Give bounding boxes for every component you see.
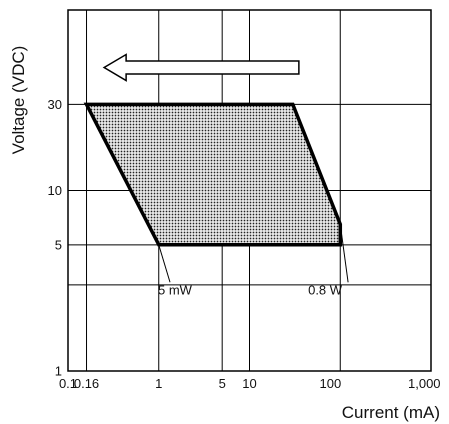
annotation-pointer [158, 244, 171, 283]
x-tick-label: 0.16 [74, 376, 99, 391]
annotation-pointer [339, 224, 349, 283]
tick-labels: 0.10.16 1 5 10 100 1,000 1 5 10 30 [48, 97, 441, 391]
y-axis-label: Voltage (VDC) [9, 46, 28, 155]
x-tick-label: 100 [320, 376, 342, 391]
annotation-label: 5 mW [158, 282, 193, 297]
x-axis-label: Current (mA) [342, 403, 440, 422]
y-tick-label: 10 [48, 183, 62, 198]
direction-arrow [102, 53, 300, 82]
x-tick-label: 0.1 [59, 376, 77, 391]
x-tick-label: 1 [155, 376, 162, 391]
plot-border [67, 9, 432, 372]
x-tick-label: 10 [242, 376, 256, 391]
left-arrow [102, 53, 300, 82]
y-tick-label: 5 [55, 237, 62, 252]
annotations: 5 mW 0.8 W [158, 224, 349, 297]
x-tick-label: 1,000 [408, 376, 441, 391]
operating-region-polygon [83, 102, 343, 247]
plot-frame [67, 9, 432, 372]
annotation-label: 0.8 W [308, 282, 343, 297]
operating-region [83, 102, 343, 247]
y-tick-label: 1 [55, 364, 62, 379]
x-tick-label: 5 [219, 376, 226, 391]
y-tick-label: 30 [48, 97, 62, 112]
